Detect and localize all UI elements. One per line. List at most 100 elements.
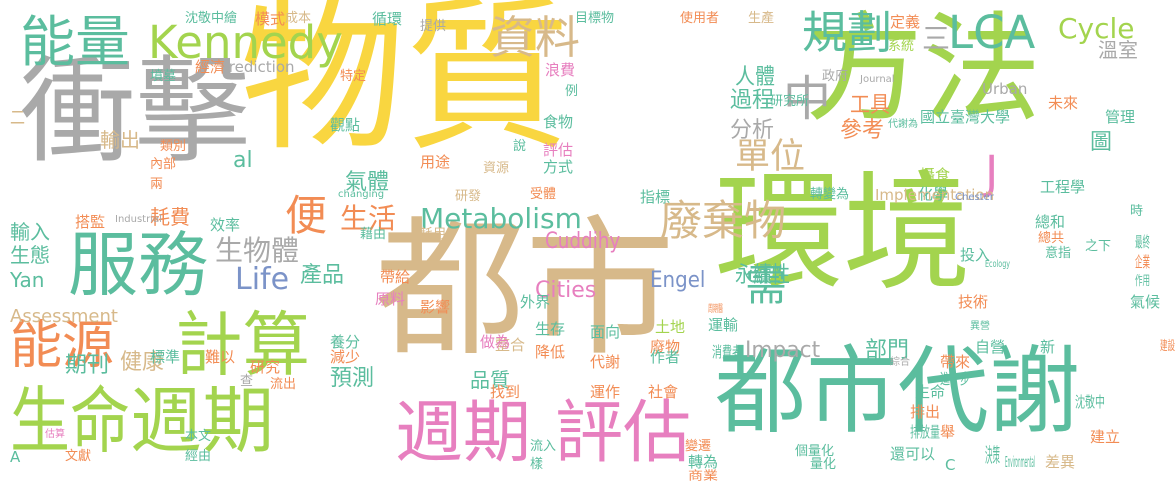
word-metabolism: Metabolism	[420, 202, 582, 235]
cloud-word-19: 中	[783, 71, 832, 127]
cloud-word-143: 帶來	[940, 353, 971, 371]
word-lca: LCA	[948, 6, 1036, 59]
cloud-word-79: 說	[513, 139, 527, 154]
cloud-word-83: 用途	[420, 153, 451, 171]
cloud-word-124: 轉變為	[810, 187, 850, 202]
cloud-word-28: 產品	[300, 263, 345, 288]
cloud-word-58: 研究所	[770, 94, 810, 109]
cloud-word-105: 面向	[590, 323, 621, 341]
cloud-word-122: Implementation	[875, 186, 995, 204]
cloud-word-80: 評估	[543, 141, 574, 159]
cloud-word-141: 消費者	[712, 343, 743, 361]
cloud-word-93: Industrial	[115, 214, 162, 225]
cloud-word-76: 浪費	[545, 61, 576, 79]
cloud-word-151: 量化	[810, 457, 837, 472]
cloud-word-144: 進一步	[940, 370, 971, 388]
cloud-word-86: 內部	[150, 157, 177, 172]
cloud-word-42: 預測	[330, 366, 375, 391]
word-wuzhi: 物質	[240, 0, 570, 173]
cloud-word-129: 之下	[1085, 239, 1112, 254]
cloud-word-48: al	[233, 148, 253, 173]
cloud-word-68: 使用者	[680, 11, 720, 26]
cloud-word-12: 能源	[10, 316, 115, 376]
cloud-word-162: 流入	[530, 439, 557, 454]
cloud-word-102: 影響	[420, 298, 451, 316]
cloud-word-116: 養分	[330, 333, 361, 351]
cloud-word-100: 帶給	[380, 268, 411, 286]
cloud-word-72: Prediction	[220, 58, 295, 76]
cloud-word-128: 意指	[1045, 246, 1072, 261]
cloud-word-30: Impact	[745, 338, 821, 363]
cloud-word-38: 參考	[840, 118, 885, 143]
cloud-word-27: Life	[235, 262, 290, 297]
cloud-word-110: 降低	[535, 343, 566, 361]
cloud-word-88: 研發	[455, 189, 482, 204]
word-kennedy: Kennedy	[148, 16, 343, 69]
cloud-word-73: 墳墓	[150, 69, 177, 84]
cloud-word-23: 便	[285, 191, 328, 240]
cloud-word-91: changing	[338, 189, 385, 200]
cloud-word-10: 計算	[175, 304, 310, 386]
cloud-word-43: 品質	[470, 368, 510, 392]
cloud-word-125: 總和	[1035, 213, 1066, 231]
cloud-word-69: 生產	[748, 11, 775, 26]
cloud-word-41: 健康	[120, 350, 165, 375]
cloud-word-163: 樣	[530, 457, 544, 472]
cloud-word-40: 期刊	[65, 353, 110, 378]
cloud-word-160: 商業	[688, 468, 719, 482]
cloud-word-37: 工具	[850, 93, 891, 118]
cloud-word-117: 減少	[330, 348, 361, 366]
cloud-word-132: 企業	[1135, 253, 1151, 271]
word-dushi: 都市	[375, 203, 676, 377]
cloud-word-164: 研究	[250, 358, 281, 376]
cloud-word-127: 總共	[1038, 231, 1065, 246]
cloud-word-59: 政府	[822, 69, 849, 84]
cloud-word-119: 標準	[150, 348, 181, 366]
cloud-word-26: 氣體	[345, 170, 390, 195]
cloud-word-35: 部門	[865, 338, 910, 363]
cloud-word-96: Yan	[10, 268, 45, 292]
cloud-word-147: 生命	[915, 383, 946, 401]
cloud-word-85: 類別	[160, 139, 187, 154]
cloud-word-94: 輸入	[10, 220, 50, 244]
cloud-word-136: 氣候	[1130, 293, 1161, 311]
cloud-word-167: 文獻	[65, 449, 92, 464]
cloud-word-52: 國立臺灣大學	[920, 108, 1011, 126]
word-fangfa: 方法	[805, 0, 1042, 138]
cloud-word-36: 過程	[730, 88, 775, 113]
cloud-word-44: Cuddihy	[545, 229, 621, 254]
cloud-word-66: 提供	[420, 19, 447, 34]
cloud-word-150: 個量化	[795, 444, 835, 459]
cloud-word-75: 特定	[340, 69, 367, 84]
cloud-word-108: 整合	[495, 336, 526, 354]
cloud-word-54: 管理	[1105, 108, 1136, 126]
cloud-word-104: 生存	[535, 320, 566, 338]
cloud-word-74: 經濟	[195, 58, 226, 76]
cloud-word-62: 沈敬中繪	[185, 11, 238, 26]
cloud-word-159: 轉為	[688, 453, 719, 471]
cloud-word-109: 做為	[480, 333, 511, 351]
cloud-word-64: 成本	[285, 11, 312, 26]
cloud-word-39: 分析	[730, 118, 775, 143]
cloud-word-155: 決策	[985, 443, 1000, 467]
cloud-word-123: Chester	[955, 192, 994, 203]
cloud-word-22: 廢棄物	[660, 196, 787, 245]
cloud-word-9: 評估	[555, 394, 692, 473]
cloud-word-77: 例	[565, 84, 579, 99]
cloud-word-90: 指標	[640, 188, 671, 206]
cloud-word-5: 都市代謝	[715, 337, 1081, 447]
cloud-word-65: 循環	[372, 10, 403, 28]
cloud-word-32: Cities	[535, 278, 597, 303]
cloud-word-112: 作者	[650, 348, 681, 366]
cloud-word-131: 最終	[1135, 233, 1151, 251]
cloud-word-118: 難以	[205, 348, 236, 366]
cloud-word-153: 還可以	[890, 445, 936, 463]
cloud-word-140: 運輸	[708, 316, 739, 334]
cloud-word-146: 建設	[1160, 339, 1175, 354]
cloud-word-99: 耗用	[420, 227, 447, 242]
cloud-word-134: 投入	[960, 246, 991, 264]
cloud-word-169: A	[10, 448, 21, 466]
cloud-word-165: 本文	[185, 429, 212, 444]
cloud-word-50: 三	[922, 22, 951, 55]
cloud-word-152: 排放量	[910, 423, 941, 441]
